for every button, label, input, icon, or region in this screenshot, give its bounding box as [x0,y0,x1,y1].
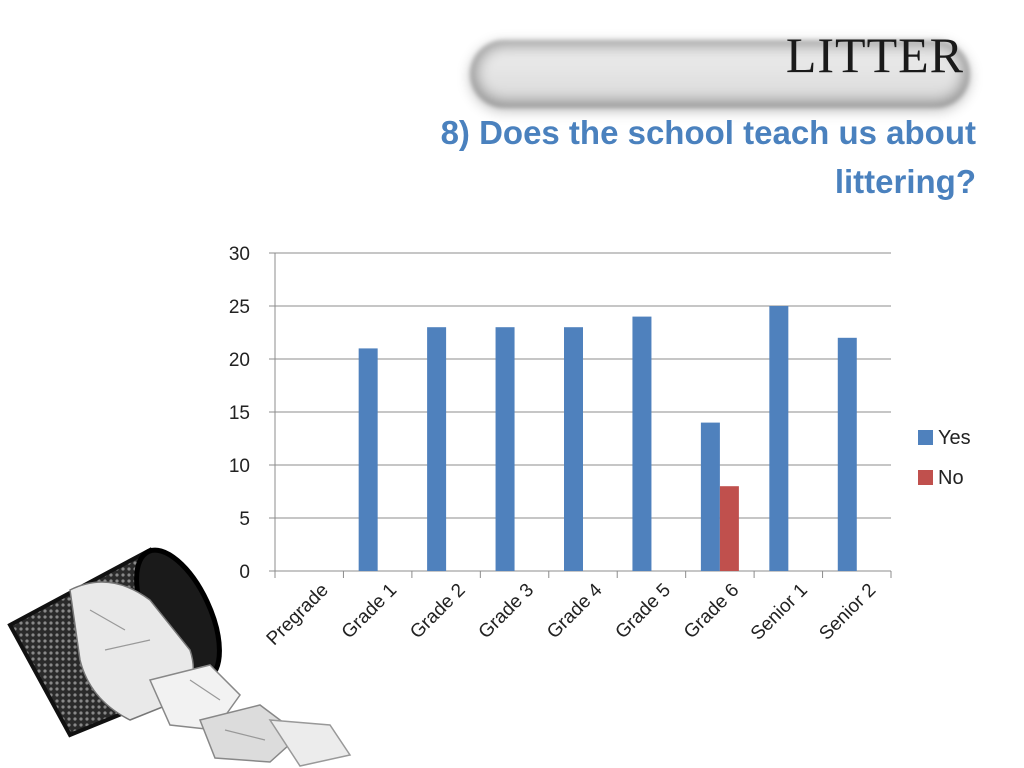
bar-yes [427,327,447,571]
bar-yes [769,306,789,571]
x-tick-label: Grade 2 [406,580,469,643]
x-tick-label: Senior 1 [747,580,812,645]
y-tick-label: 25 [229,297,250,318]
bar-no [719,486,739,571]
y-tick-label: 20 [229,350,250,371]
x-tick-label: Senior 2 [815,580,880,645]
title-decoration-bar [470,40,970,108]
y-tick-label: 0 [239,562,250,583]
legend-swatch-yes [918,430,933,445]
bar-yes [632,316,652,571]
x-tick-label: Grade 5 [612,580,675,643]
bar-yes [358,348,378,571]
x-tick-label: Grade 4 [543,579,607,643]
legend-label-yes: Yes [938,427,971,449]
legend-swatch-no [918,470,933,485]
x-tick-label: Grade 3 [475,580,538,643]
bar-yes [837,337,857,571]
bar-yes [495,327,515,571]
y-tick-label: 15 [229,403,250,424]
slide-subtitle: 8) Does the school teach us about litter… [440,114,976,200]
x-tick-label: Grade 6 [680,580,743,643]
bar-yes [564,327,583,571]
y-tick-label: 5 [239,509,250,530]
slide-title: LITTER [785,27,964,83]
y-tick-label: 30 [229,244,250,265]
legend-label-no: No [938,467,964,489]
wastebasket-with-paper-icon [7,547,352,767]
bar-yes [700,422,720,571]
y-tick-label: 10 [229,456,250,477]
